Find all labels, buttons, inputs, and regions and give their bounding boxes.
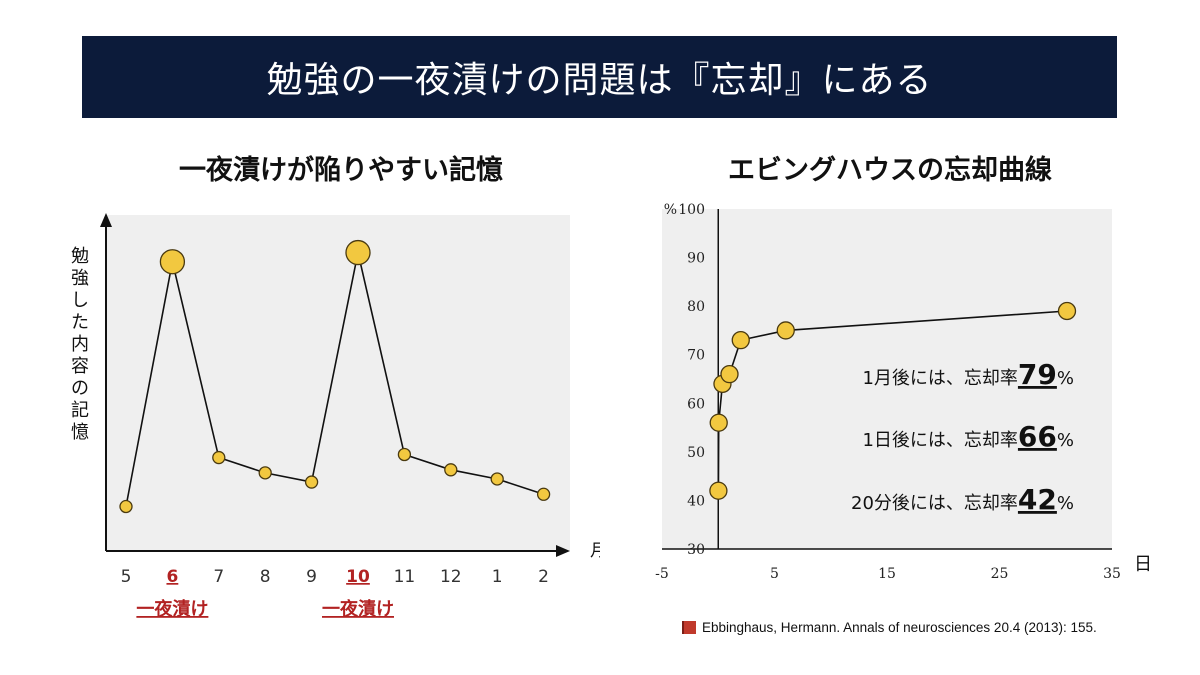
x-tick-label: 10 [346, 567, 370, 587]
y-tick-label: 100 [678, 202, 705, 218]
y-axis-arrow [100, 213, 112, 227]
annotation: 1月後には、忘却率79% [862, 358, 1074, 391]
y-axis-label-char: た [71, 312, 89, 333]
data-point [731, 330, 750, 350]
y-axis-label-char: 強 [71, 268, 89, 289]
y-tick-label: 60 [687, 396, 705, 412]
data-point [258, 466, 272, 480]
data-point [345, 239, 371, 266]
x-tick-label: 7 [213, 567, 224, 587]
data-point [444, 463, 458, 477]
y-axis-label-char: 内 [71, 334, 89, 355]
x-axis-arrow [556, 545, 570, 557]
annotation-prefix: 1日後には、忘却率 [862, 430, 1017, 451]
data-point [776, 321, 795, 340]
data-point [397, 447, 412, 462]
y-tick-label: 40 [687, 493, 705, 509]
page-title: 勉強の一夜漬けの問題は『忘却』にある [266, 60, 933, 101]
y-axis-label: % [664, 202, 677, 218]
book-icon [682, 621, 696, 634]
highlight-label: 一夜漬け [136, 598, 208, 620]
citation: Ebbinghaus, Hermann. Annals of neuroscie… [682, 620, 1097, 635]
annotation-value: 66 [1018, 420, 1057, 453]
title-bar: 勉強の一夜漬けの問題は『忘却』にある [82, 36, 1117, 118]
y-axis-label-char: 容 [71, 356, 89, 377]
plot-area [106, 215, 570, 551]
x-tick-label: 1 [492, 567, 503, 587]
y-tick-label: 80 [687, 299, 705, 315]
x-tick-label: 35 [1103, 566, 1121, 582]
y-tick-label: 70 [687, 348, 705, 364]
x-tick-label: 5 [770, 566, 779, 582]
x-tick-label: -5 [655, 566, 669, 582]
data-point [536, 487, 551, 501]
x-tick-label: 12 [440, 567, 462, 587]
annotation-prefix: 1月後には、忘却率 [862, 368, 1017, 389]
highlight-label: 一夜漬け [322, 598, 394, 620]
x-tick-label: 15 [878, 566, 896, 582]
x-tick-label: 6 [166, 567, 178, 587]
data-point [1057, 301, 1077, 321]
x-tick-label: 25 [991, 566, 1009, 582]
y-axis-label-char: 勉 [71, 246, 89, 267]
annotation-value: 42 [1018, 483, 1057, 516]
x-axis-label: 月 [590, 541, 600, 561]
data-point [119, 499, 133, 514]
y-axis-label-char: の [71, 378, 89, 399]
x-tick-label: 2 [538, 567, 549, 587]
y-tick-label: 50 [687, 445, 705, 461]
x-tick-label: 9 [306, 567, 317, 587]
data-point [159, 249, 186, 275]
y-axis-label-char: 記 [71, 400, 89, 421]
series-line [125, 252, 544, 507]
annotation-value: 79 [1018, 358, 1057, 391]
annotation-prefix: 20分後には、忘却率 [851, 493, 1018, 514]
annotation-suffix: % [1057, 368, 1074, 389]
x-axis-label: 日 [1134, 554, 1152, 575]
left-chart-title: 一夜漬けが陥りやすい記憶 [179, 155, 503, 186]
citation-text: Ebbinghaus, Hermann. Annals of neuroscie… [702, 620, 1097, 635]
x-tick-label: 11 [394, 567, 416, 587]
annotation-suffix: % [1057, 430, 1074, 451]
data-point [709, 413, 728, 432]
data-point [304, 475, 319, 489]
annotation: 1日後には、忘却率66% [862, 420, 1074, 453]
y-tick-label: 90 [687, 251, 705, 267]
x-tick-label: 8 [260, 567, 271, 587]
y-axis-label-char: し [71, 290, 89, 311]
data-point [212, 450, 226, 465]
annotation: 20分後には、忘却率42% [851, 483, 1074, 516]
data-point [709, 481, 728, 500]
right-chart-title: エビングハウスの忘却曲線 [728, 155, 1052, 186]
data-point [490, 472, 504, 486]
y-tick-label: 30 [687, 542, 705, 558]
annotation-suffix: % [1057, 493, 1074, 514]
x-tick-label: 5 [121, 567, 132, 587]
data-point [720, 364, 739, 384]
y-axis-label-char: 憶 [71, 422, 89, 443]
